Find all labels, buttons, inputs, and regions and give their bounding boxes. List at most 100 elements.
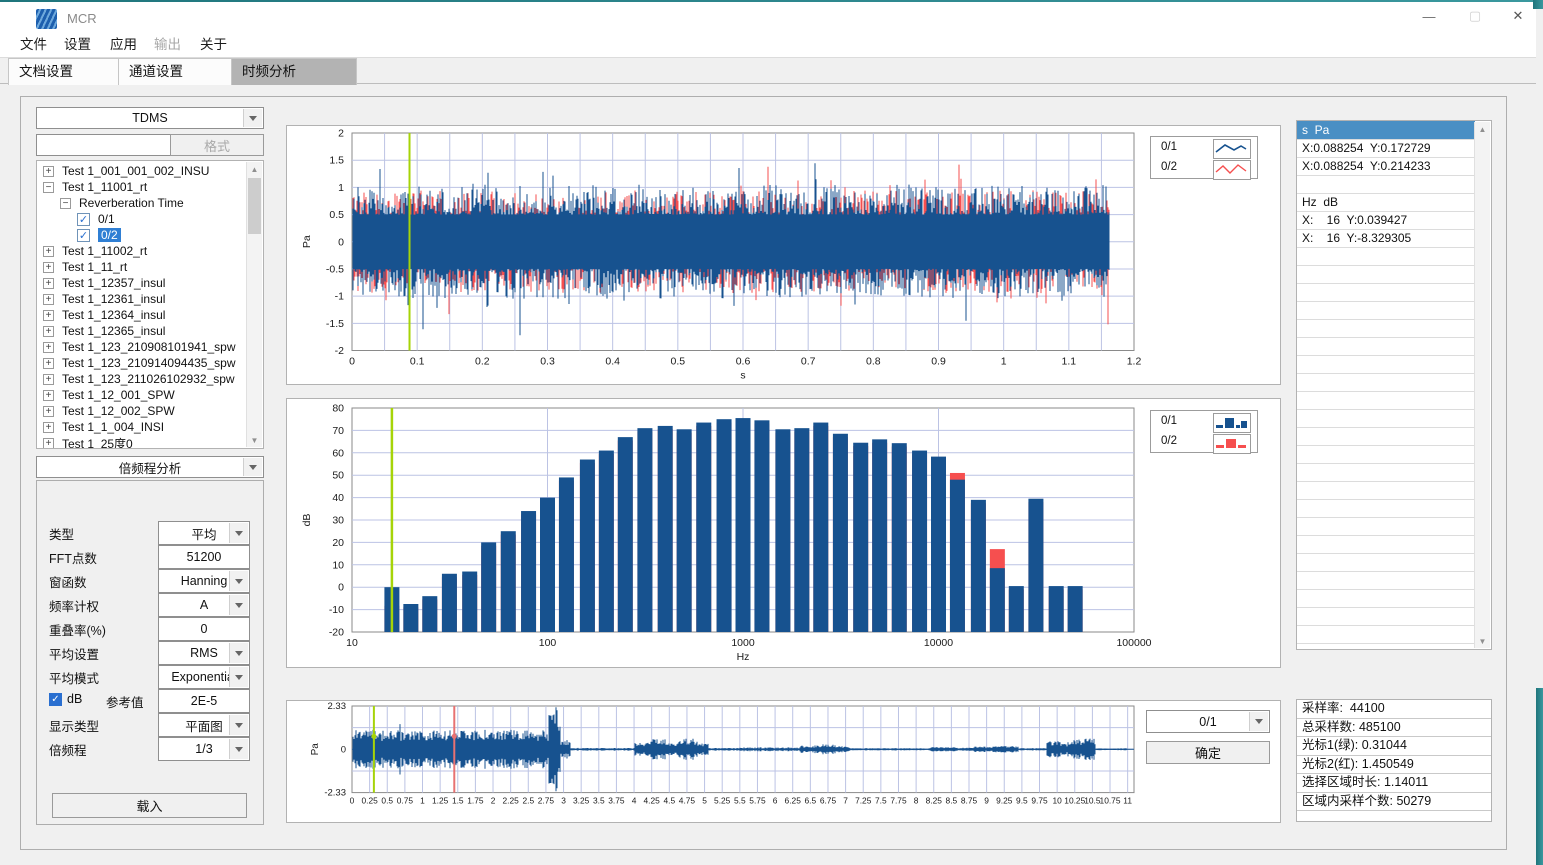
legend-item: 0/2 xyxy=(1151,431,1257,454)
checkbox-checked-icon[interactable]: ✓ xyxy=(77,212,90,226)
svg-text:1: 1 xyxy=(338,182,344,194)
tree-scrollbar-thumb[interactable] xyxy=(248,178,261,234)
tree-item-test-1-11002-rt[interactable]: + Test 1_11002_rt xyxy=(37,243,247,259)
legend-label: 0/1 xyxy=(1161,415,1177,427)
svg-text:Pa: Pa xyxy=(301,235,313,248)
menu-item-1[interactable]: 设置 xyxy=(64,37,91,52)
file-format-combo[interactable]: TDMS xyxy=(36,107,264,129)
form-control-3[interactable]: A xyxy=(158,593,250,617)
form-control-2[interactable]: Hanning xyxy=(158,569,250,593)
tree-item-0-1[interactable]: ✓ 0/1 xyxy=(37,211,247,227)
tree-item-test-1-123-211026102932-spw[interactable]: + Test 1_123_211026102932_spw xyxy=(37,371,247,387)
load-button[interactable]: 载入 xyxy=(52,793,247,818)
form-control-6[interactable]: Exponential xyxy=(158,665,250,689)
tree-item-test-1-001-001-002-insu[interactable]: + Test 1_001_001_002_INSU xyxy=(37,163,247,179)
expand-icon[interactable]: + xyxy=(43,389,54,401)
scroll-down-icon[interactable]: ▼ xyxy=(1478,636,1487,646)
tree-item-test-1-12365-insul[interactable]: + Test 1_12365_insul xyxy=(37,323,247,339)
form-control-8[interactable]: 平面图 xyxy=(158,713,250,737)
expand-icon[interactable]: + xyxy=(43,405,54,417)
tab-1[interactable]: 通道设置 xyxy=(118,58,240,85)
tree-item-test-1-12-001-spw[interactable]: + Test 1_12_001_SPW xyxy=(37,387,247,403)
tree-item-test-1-123-210914094435-spw[interactable]: + Test 1_123_210914094435_spw xyxy=(37,355,247,371)
menu-item-2[interactable]: 应用 xyxy=(110,37,137,52)
search-input[interactable] xyxy=(36,134,171,156)
analysis-type-combo[interactable]: 倍频程分析 xyxy=(36,456,264,478)
svg-text:6.75: 6.75 xyxy=(820,796,837,806)
expand-icon[interactable]: + xyxy=(43,325,54,337)
confirm-button[interactable]: 确定 xyxy=(1146,741,1270,764)
svg-text:-1: -1 xyxy=(335,291,344,303)
tree-item-0-2[interactable]: ✓ 0/2 xyxy=(37,227,247,243)
svg-text:3.75: 3.75 xyxy=(608,796,625,806)
readout-row xyxy=(1297,356,1475,374)
form-control-0[interactable]: 平均 xyxy=(158,521,250,545)
format-button[interactable]: 格式 xyxy=(170,134,264,156)
tree-item-label: Test 1_123_211026102932_spw xyxy=(62,372,235,386)
tree-item-test-1-12357-insul[interactable]: + Test 1_12357_insul xyxy=(37,275,247,291)
readout-scrollbar[interactable]: ▲ ▼ xyxy=(1474,122,1490,648)
tree-item-test-1-25-0[interactable]: + Test 1_25度0 xyxy=(37,435,247,448)
tab-2[interactable]: 时频分析 xyxy=(231,58,357,85)
menu-item-3[interactable]: 输出 xyxy=(154,37,181,52)
reference-value-input[interactable]: 2E-5 xyxy=(158,689,250,713)
expand-icon[interactable]: + xyxy=(43,309,54,321)
channel-select-combo[interactable]: 0/1 xyxy=(1146,710,1270,733)
expand-icon[interactable]: + xyxy=(43,165,54,177)
form-control-5[interactable]: RMS xyxy=(158,641,250,665)
collapse-icon[interactable]: − xyxy=(43,181,54,193)
svg-text:60: 60 xyxy=(332,447,344,459)
overview-waveform-chart[interactable]: 2.330-2.330 0.25 0.5 0.75 1 1.25 1.5 1.75 2 2.25 2… xyxy=(286,700,1281,823)
svg-text:1.2: 1.2 xyxy=(1127,356,1142,368)
tree-item-test-1-123-210908101941-spw[interactable]: + Test 1_123_210908101941_spw xyxy=(37,339,247,355)
cursor-readout-list[interactable]: s Pa X:0.088254 Y:0.172729 X:0.088254 Y:0.… xyxy=(1296,120,1492,650)
time-waveform-chart[interactable]: 2 1.5 1 0.5 0 -0.5 -1 -1.5 -2 0 0.1 0.2 0.3 0.4 0.5 0.6… xyxy=(286,125,1281,385)
tree-item-test-1-12364-insul[interactable]: + Test 1_12364_insul xyxy=(37,307,247,323)
close-button[interactable]: ✕ xyxy=(1512,8,1524,23)
tree-item-test-1-11001-rt[interactable]: − Test 1_11001_rt xyxy=(37,179,247,195)
minimize-button[interactable]: — xyxy=(1422,8,1436,24)
menu-item-0[interactable]: 文件 xyxy=(20,37,47,52)
tree-scrollbar[interactable]: ▲ ▼ xyxy=(246,162,262,447)
tree-item-test-1-12-002-spw[interactable]: + Test 1_12_002_SPW xyxy=(37,403,247,419)
tree-item-test-1-12361-insul[interactable]: + Test 1_12361_insul xyxy=(37,291,247,307)
scroll-up-icon[interactable]: ▲ xyxy=(1478,124,1487,134)
readout-row xyxy=(1297,554,1475,572)
expand-icon[interactable]: + xyxy=(43,373,54,385)
form-control-1[interactable]: 51200 xyxy=(158,545,250,569)
tree-item-reverberation-time[interactable]: − Reverberation Time xyxy=(37,195,247,211)
expand-icon[interactable]: + xyxy=(43,293,54,305)
tree-item-test-1-11-rt[interactable]: + Test 1_11_rt xyxy=(37,259,247,275)
tree-item-label: Test 1_11001_rt xyxy=(62,180,148,194)
expand-icon[interactable]: + xyxy=(43,245,54,257)
svg-text:0.6: 0.6 xyxy=(736,356,751,368)
svg-text:1.75: 1.75 xyxy=(467,796,484,806)
expand-icon[interactable]: + xyxy=(43,277,54,289)
form-value: A xyxy=(199,598,209,612)
maximize-button[interactable]: ▢ xyxy=(1468,8,1482,23)
svg-text:-20: -20 xyxy=(329,627,344,639)
expand-icon[interactable]: + xyxy=(43,261,54,273)
svg-text:7.5: 7.5 xyxy=(875,796,887,806)
menu-item-4[interactable]: 关于 xyxy=(200,37,227,52)
tab-0[interactable]: 文档设置 xyxy=(8,58,128,85)
file-tree[interactable]: + Test 1_001_001_002_INSU − Test 1_11001_rt… xyxy=(36,160,264,449)
reference-label: 参考值 xyxy=(106,696,144,710)
form-value: RMS xyxy=(190,646,218,660)
collapse-icon[interactable]: − xyxy=(60,197,71,209)
scroll-down-icon[interactable]: ▼ xyxy=(250,435,259,445)
form-control-9[interactable]: 1/3 xyxy=(158,737,250,761)
checkbox-checked-icon[interactable]: ✓ xyxy=(77,228,90,242)
db-checkbox[interactable]: ✓ xyxy=(49,693,62,706)
expand-icon[interactable]: + xyxy=(43,437,54,448)
expand-icon[interactable]: + xyxy=(43,357,54,369)
form-control-4[interactable]: 0 xyxy=(158,617,250,641)
tree-item-label: Test 1_12364_insul xyxy=(62,308,166,322)
scroll-up-icon[interactable]: ▲ xyxy=(250,164,259,174)
form-label-8: 显示类型 xyxy=(49,720,100,734)
expand-icon[interactable]: + xyxy=(43,341,54,353)
tree-item-test-1-1-004-insi[interactable]: + Test 1_1_004_INSI xyxy=(37,419,247,435)
expand-icon[interactable]: + xyxy=(43,421,54,433)
svg-text:9: 9 xyxy=(984,796,989,806)
